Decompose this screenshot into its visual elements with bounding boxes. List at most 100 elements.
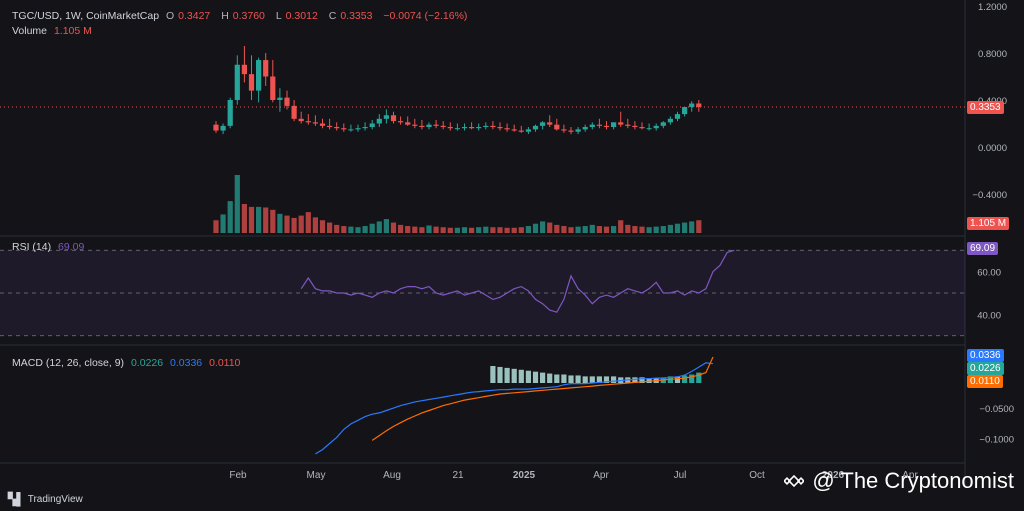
volume-bar (667, 224, 673, 233)
candle-body (518, 130, 524, 132)
candle-body (355, 128, 361, 130)
price-tick-4: −0.4000 (972, 190, 1007, 201)
volume-bar (483, 226, 489, 233)
volume-bar (383, 219, 389, 233)
binance-diamond-icon (784, 474, 805, 488)
volume-bar (376, 221, 382, 233)
macd-histogram-bar (497, 366, 503, 383)
candle-body (447, 127, 453, 129)
price-tag: 0.3353 (967, 101, 1004, 114)
high-value: 0.3760 (232, 10, 265, 22)
macd-histogram-bar (674, 376, 681, 383)
candle-body (256, 60, 262, 91)
macd-histogram-bar (632, 377, 638, 383)
time-tick-7: Oct (749, 470, 765, 481)
macd-line-tag: 0.0226 (967, 362, 1004, 375)
candle-body (327, 125, 333, 128)
price-tick-1: 0.8000 (978, 49, 1007, 60)
rsi-label: RSI (14) (12, 241, 52, 253)
volume-bar (582, 226, 588, 233)
candle-body (589, 124, 595, 128)
rsi-legend: RSI (14) 69.09 (12, 241, 88, 253)
volume-bar (454, 227, 460, 233)
macd-histogram-bar (596, 376, 602, 383)
candle-body (646, 128, 652, 130)
candle-body (540, 122, 546, 126)
close-value: 0.3353 (340, 10, 373, 22)
macd-tick-1: −0.1000 (979, 435, 1014, 446)
change-value: −0.0074 (−2.16%) (383, 10, 468, 22)
candle-body (241, 64, 247, 75)
cryptonomist-watermark: @ The Cryptonomist (784, 468, 1014, 494)
volume-bar (277, 213, 283, 233)
macd-histogram-bar (575, 375, 581, 383)
candle-body (667, 118, 673, 123)
symbol-label: TGC/USD, 1W, CoinMarketCap (12, 10, 160, 22)
volume-bar (270, 209, 276, 233)
macd-value: 0.0226 (130, 357, 164, 369)
volume-bar (497, 227, 503, 233)
candle-body (248, 74, 255, 91)
low-value: 0.3012 (285, 10, 318, 22)
volume-bar (362, 226, 368, 233)
macd-histogram-bar (689, 374, 695, 383)
tradingview-label: TradingView (27, 493, 83, 505)
open-value: 0.3427 (178, 10, 211, 22)
candle-body (234, 64, 240, 100)
volume-bar (291, 217, 297, 233)
tradingview-logo[interactable]: ▚▌ TradingView (8, 492, 83, 506)
volume-label: Volume (12, 25, 48, 37)
macd-line (315, 362, 714, 455)
volume-bar (525, 226, 531, 233)
volume-bar (611, 226, 617, 233)
price-legend: TGC/USD, 1W, CoinMarketCap O 0.3427 H 0.37… (12, 10, 471, 22)
macd-histogram-bar (561, 374, 567, 383)
volume-bar (390, 222, 397, 233)
volume-bar (405, 226, 411, 233)
candle-body (369, 123, 375, 128)
tradingview-icon: ▚▌ (8, 492, 25, 506)
macd-legend: MACD (12, 26, close, 9) 0.0226 0.0336 0.… (12, 357, 244, 369)
candle-body (312, 122, 318, 124)
candle-body (532, 125, 539, 130)
rsi-tick-1: 40.00 (977, 310, 1001, 321)
candle-body (419, 125, 425, 128)
candle-body (660, 122, 666, 126)
volume-bar (241, 204, 247, 233)
candle-body (383, 115, 389, 119)
candle-body (653, 125, 659, 129)
hist-value: 0.0110 (209, 357, 241, 369)
candle-body (319, 123, 326, 126)
watermark-label: @ The Cryptonomist (812, 468, 1014, 493)
volume-bar (518, 227, 524, 233)
macd-histogram-bar (540, 372, 546, 383)
candle-body (618, 122, 624, 125)
candle-body (390, 115, 397, 122)
high-label: H (221, 10, 229, 22)
low-label: L (275, 10, 282, 22)
candle-body (525, 129, 531, 132)
candle-body (298, 118, 304, 122)
volume-bar (234, 175, 240, 233)
open-label: O (165, 10, 175, 22)
time-tick-1: May (307, 470, 326, 481)
candle-body (433, 124, 439, 126)
volume-bar (639, 226, 645, 233)
volume-bar (263, 207, 269, 233)
volume-bar (348, 226, 354, 233)
time-tick-8: 2026 (822, 470, 845, 481)
candle-body (469, 127, 475, 129)
candle-body (270, 76, 276, 100)
candle-body (674, 114, 681, 119)
macd-label: MACD (12, 26, close, 9) (12, 357, 125, 369)
volume-bar (476, 227, 482, 233)
candle-body (334, 127, 340, 129)
candle-body (405, 122, 411, 125)
close-label: C (328, 10, 337, 22)
volume-bar (369, 223, 375, 233)
time-tick-2: Aug (383, 470, 401, 481)
time-tick-3: 21 (452, 470, 464, 481)
candle-body (412, 124, 418, 126)
